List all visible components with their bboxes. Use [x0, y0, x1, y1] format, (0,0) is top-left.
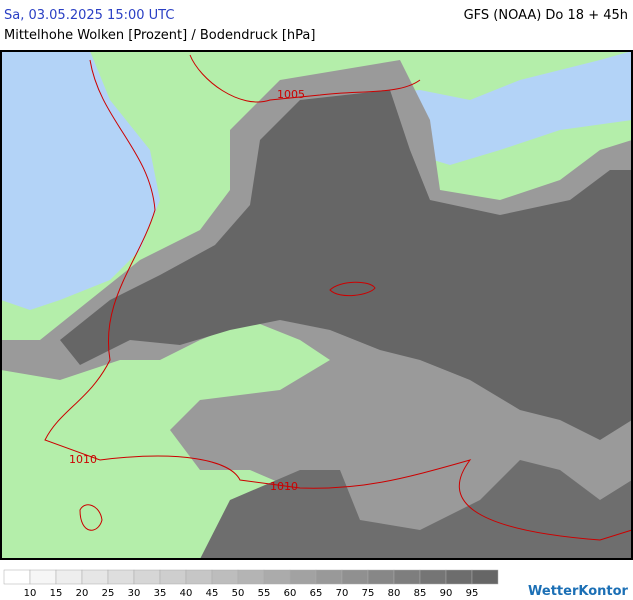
legend-label: 30 — [128, 588, 141, 599]
legend-label: 50 — [232, 588, 245, 599]
legend-swatch — [211, 569, 239, 585]
legend-label: 80 — [388, 588, 401, 599]
isobar-line — [329, 281, 376, 297]
legend-swatch — [55, 569, 83, 585]
legend-label: 70 — [336, 588, 349, 599]
isobar-line — [44, 59, 633, 541]
legend-label: 20 — [76, 588, 89, 599]
legend-label: 25 — [102, 588, 115, 599]
cloud-dense — [60, 90, 632, 440]
isobar-label: 1010 — [270, 480, 298, 493]
sea — [1, 51, 160, 310]
isobar-line — [79, 504, 103, 531]
legend-swatch — [367, 569, 395, 585]
map: 1005 1010 1010 — [0, 50, 633, 560]
legend-swatch — [445, 569, 473, 585]
legend-label: 60 — [284, 588, 297, 599]
cloud-south — [200, 460, 632, 559]
legend-label: 55 — [258, 588, 271, 599]
legend-label: 15 — [50, 588, 63, 599]
datetime: Sa, 03.05.2025 15:00 UTC — [4, 8, 174, 23]
legend-label: 90 — [440, 588, 453, 599]
legend-swatch — [159, 569, 187, 585]
legend-swatch — [29, 569, 57, 585]
legend-swatch — [263, 569, 291, 585]
isobar-line — [189, 54, 421, 103]
legend-swatch — [471, 569, 499, 585]
brand: WetterKontor — [528, 584, 629, 599]
legend-swatch — [419, 569, 447, 585]
legend-label: 35 — [154, 588, 167, 599]
legend-label: 40 — [180, 588, 193, 599]
legend-swatch — [3, 569, 31, 585]
legend-label: 75 — [362, 588, 375, 599]
legend-label: 10 — [24, 588, 37, 599]
legend-label: 85 — [414, 588, 427, 599]
legend-swatch — [185, 569, 213, 585]
legend-swatch — [107, 569, 135, 585]
isobar-label: 1005 — [277, 88, 305, 101]
legend-swatch — [315, 569, 343, 585]
legend-label: 95 — [466, 588, 479, 599]
legend-label: 65 — [310, 588, 323, 599]
legend-swatch — [81, 569, 109, 585]
legend-swatch — [341, 569, 369, 585]
legend-swatch — [393, 569, 421, 585]
legend-swatch — [289, 569, 317, 585]
subtitle: Mittelhohe Wolken [Prozent] / Bodendruck… — [4, 28, 315, 43]
legend: 10 15 20 25 30 35 40 45 50 55 60 65 70 75 80 85 90 95 — [3, 569, 499, 599]
legend-label: 45 — [206, 588, 219, 599]
model-run: GFS (NOAA) Do 18 + 45h — [464, 8, 628, 23]
legend-swatch — [237, 569, 265, 585]
map-frame — [0, 50, 633, 560]
legend-swatch — [133, 569, 161, 585]
isobar-label: 1010 — [69, 453, 97, 466]
